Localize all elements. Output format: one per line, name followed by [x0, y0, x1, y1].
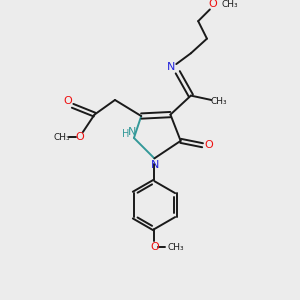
- Text: CH₃: CH₃: [211, 97, 227, 106]
- Text: CH₃: CH₃: [167, 243, 184, 252]
- Text: CH₃: CH₃: [53, 133, 70, 142]
- Text: O: O: [63, 96, 72, 106]
- Text: O: O: [205, 140, 213, 150]
- Text: O: O: [150, 242, 159, 252]
- Text: CH₃: CH₃: [222, 0, 238, 9]
- Text: H: H: [122, 129, 130, 140]
- Text: O: O: [75, 132, 84, 142]
- Text: N: N: [151, 160, 159, 170]
- Text: N: N: [128, 127, 136, 136]
- Text: N: N: [167, 62, 176, 72]
- Text: O: O: [208, 0, 217, 9]
